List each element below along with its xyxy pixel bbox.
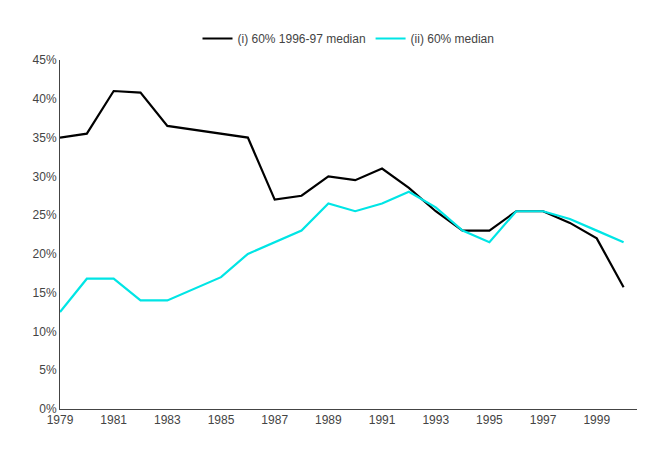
svg-text:1981: 1981 <box>100 413 127 427</box>
svg-text:5%: 5% <box>39 363 57 377</box>
svg-text:0%: 0% <box>39 402 57 416</box>
svg-text:45%: 45% <box>33 53 57 67</box>
svg-text:1989: 1989 <box>315 413 342 427</box>
svg-text:25%: 25% <box>33 208 57 222</box>
svg-text:1979: 1979 <box>47 413 74 427</box>
svg-text:35%: 35% <box>33 131 57 145</box>
svg-text:40%: 40% <box>33 92 57 106</box>
svg-text:(i) 60% 1996-97 median: (i) 60% 1996-97 median <box>238 32 366 46</box>
svg-text:1985: 1985 <box>208 413 235 427</box>
svg-text:20%: 20% <box>33 247 57 261</box>
svg-text:1991: 1991 <box>369 413 396 427</box>
svg-text:(ii) 60% median: (ii) 60% median <box>411 32 494 46</box>
svg-text:1993: 1993 <box>422 413 449 427</box>
svg-text:1997: 1997 <box>530 413 557 427</box>
svg-text:1983: 1983 <box>154 413 181 427</box>
svg-text:30%: 30% <box>33 170 57 184</box>
svg-text:1987: 1987 <box>261 413 288 427</box>
svg-text:1999: 1999 <box>583 413 610 427</box>
svg-text:1995: 1995 <box>476 413 503 427</box>
svg-text:15%: 15% <box>33 286 57 300</box>
svg-text:10%: 10% <box>33 325 57 339</box>
